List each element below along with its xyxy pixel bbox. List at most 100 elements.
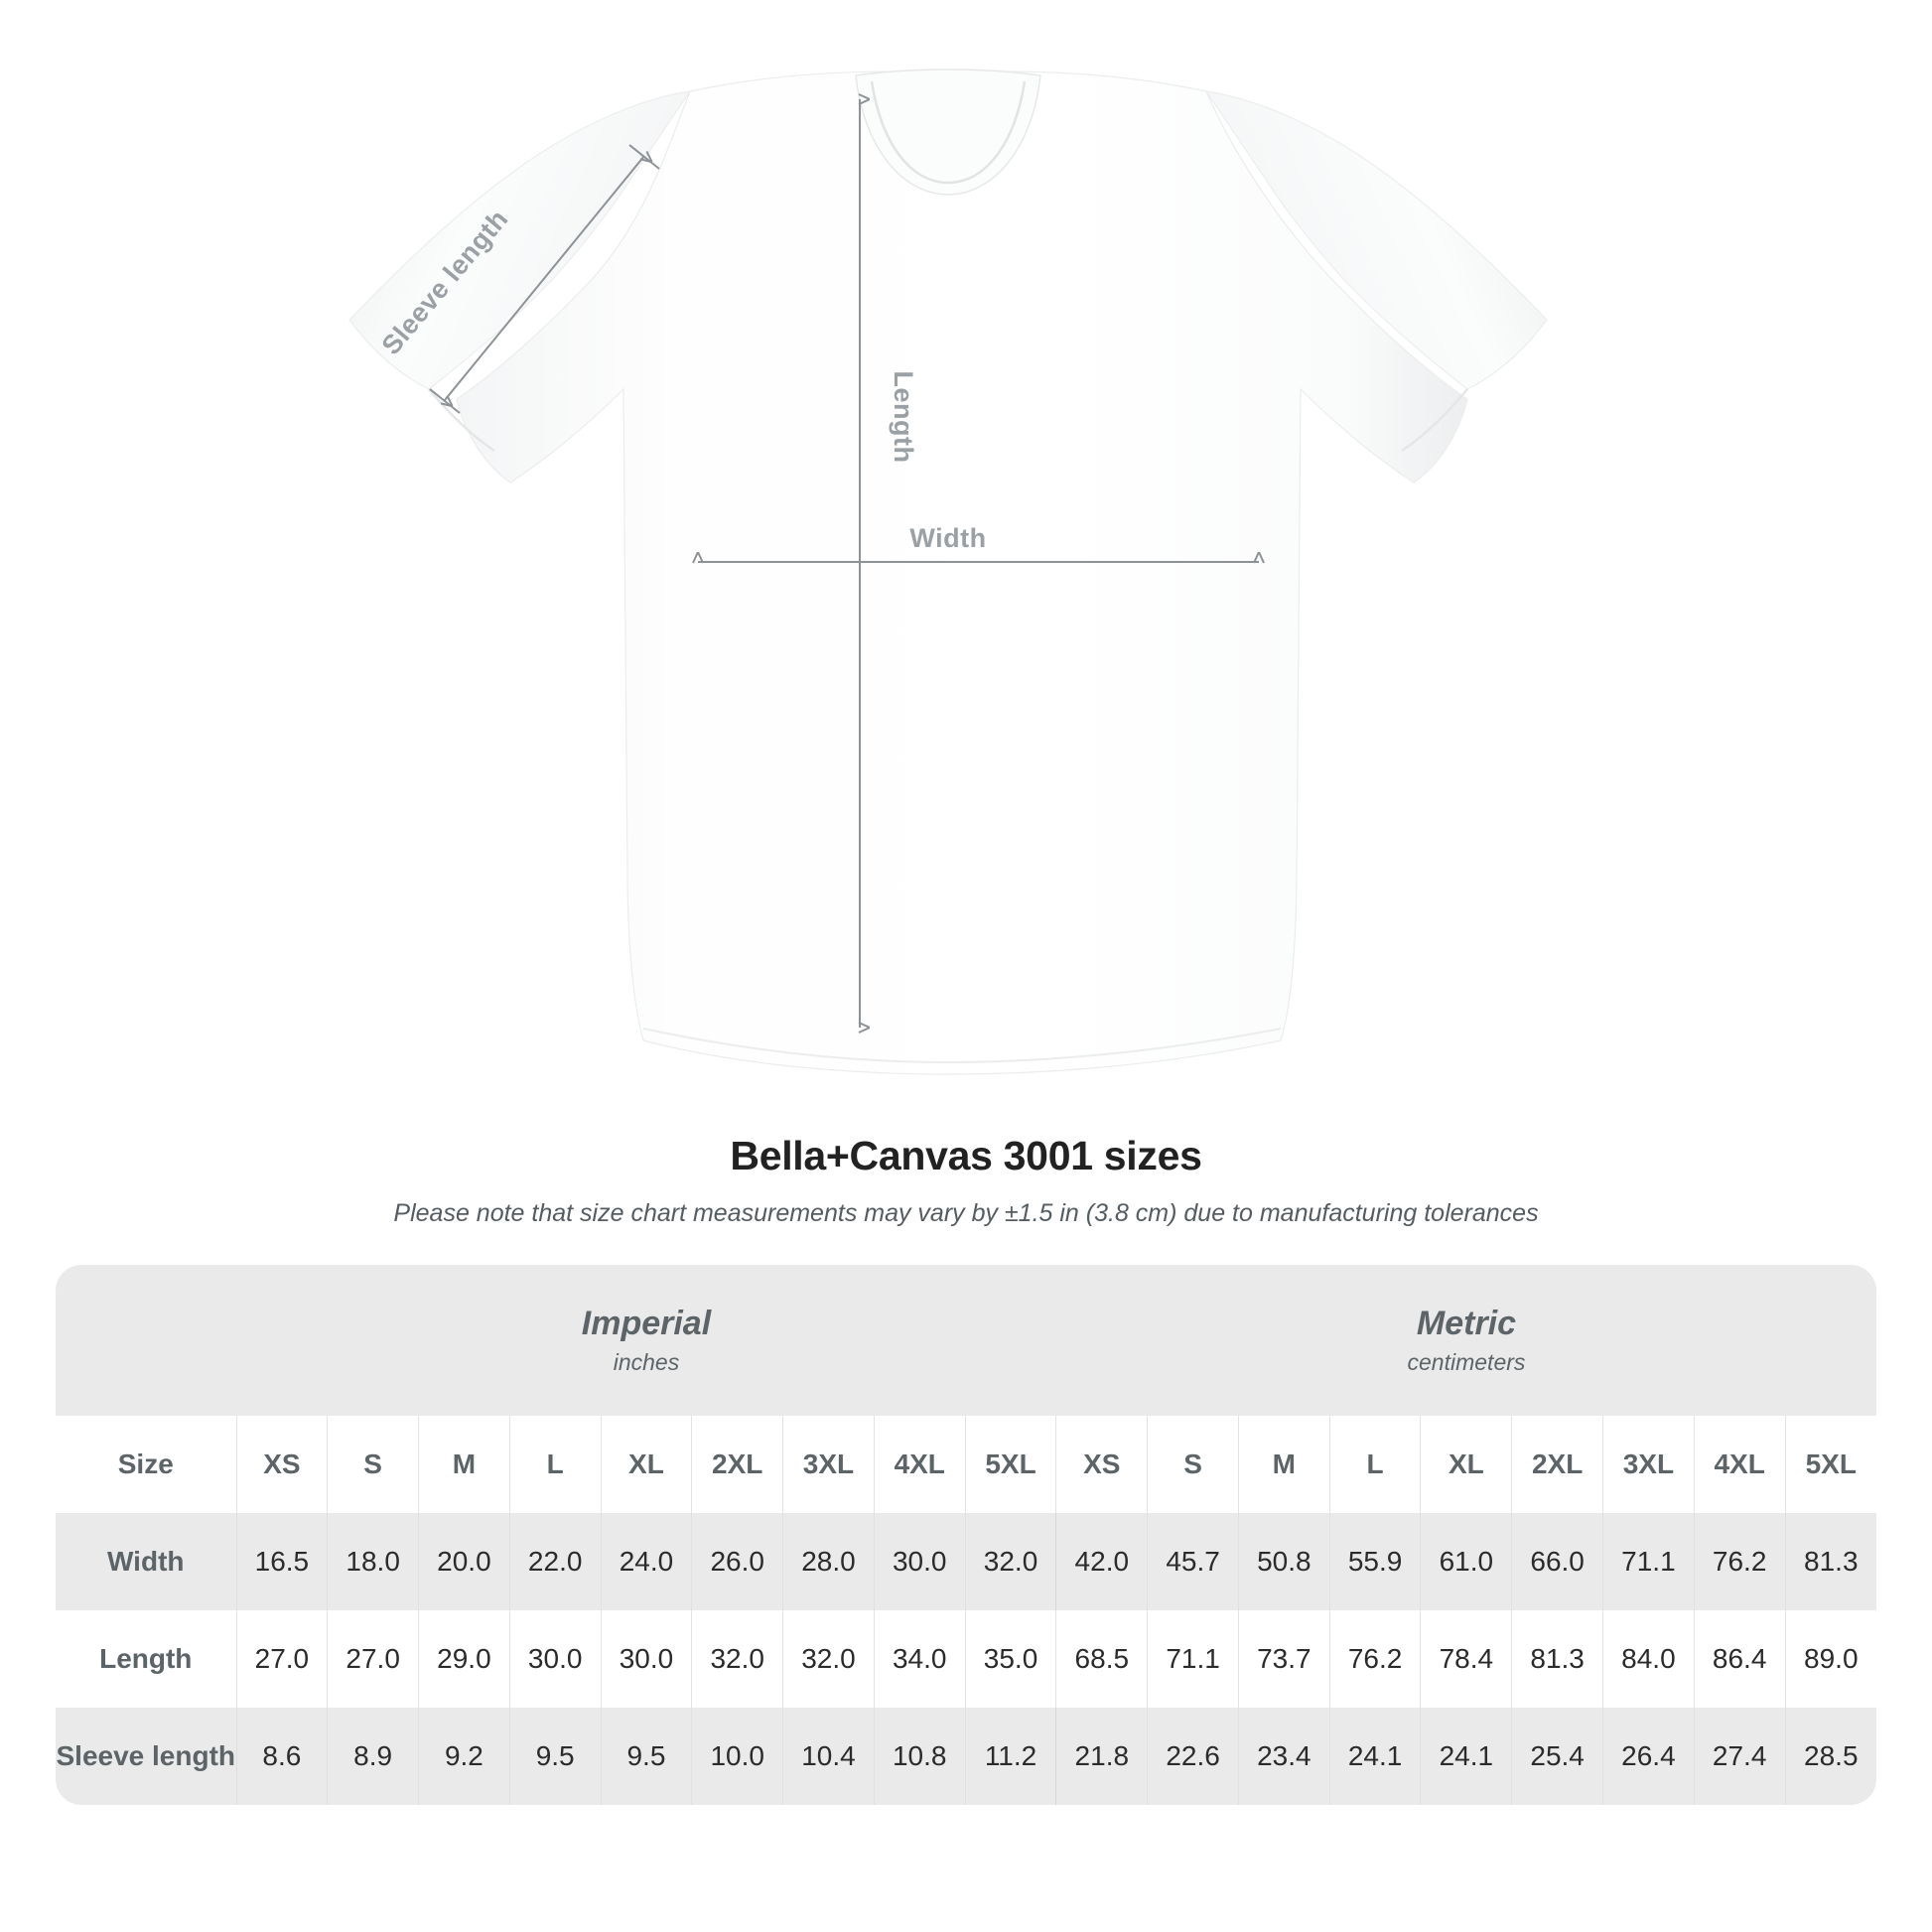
size-column-header: S xyxy=(1147,1416,1239,1513)
size-chart-table: Imperial inches Metric centimeters Size … xyxy=(56,1265,1876,1805)
size-column-header: XL xyxy=(600,1416,692,1513)
measurement-cell: 45.7 xyxy=(1147,1513,1239,1610)
size-column-header: 5XL xyxy=(964,1416,1056,1513)
measurement-cell: 27.0 xyxy=(327,1610,419,1708)
measurement-cell: 71.1 xyxy=(1147,1610,1239,1708)
measurement-cell: 66.0 xyxy=(1511,1513,1603,1610)
measurement-cell: 9.5 xyxy=(508,1708,602,1805)
unit-metric-title: Metric xyxy=(1416,1304,1517,1342)
unit-imperial-sub: inches xyxy=(613,1349,680,1376)
unit-imperial-title: Imperial xyxy=(581,1304,712,1342)
unit-metric-sub: centimeters xyxy=(1407,1349,1526,1376)
size-column-header: M xyxy=(1237,1416,1330,1513)
measurement-cell: 28.0 xyxy=(782,1513,875,1610)
size-column-header: 4XL xyxy=(873,1416,966,1513)
measurement-cell: 81.3 xyxy=(1511,1610,1603,1708)
measurement-cell: 32.0 xyxy=(782,1610,875,1708)
measurement-cell: 9.5 xyxy=(600,1708,692,1805)
measurement-cell: 68.5 xyxy=(1055,1610,1148,1708)
measurement-cell: 18.0 xyxy=(327,1513,419,1610)
tshirt-measurement-diagram: Sleeve length Length Width xyxy=(348,69,1548,1075)
measurement-cell: 76.2 xyxy=(1693,1513,1786,1610)
chart-heading: Bella+Canvas 3001 sizes Please note that… xyxy=(0,1132,1932,1228)
right-sleeve-hem xyxy=(1401,388,1468,453)
unit-band-spacer xyxy=(56,1265,236,1416)
size-column-header: XS xyxy=(1055,1416,1148,1513)
right-sleeve xyxy=(1204,90,1548,390)
measurement-cell: 24.1 xyxy=(1328,1708,1421,1805)
measurement-cell: 29.0 xyxy=(418,1610,510,1708)
measurement-cell: 32.0 xyxy=(691,1610,783,1708)
measurement-row-label: Length xyxy=(56,1610,236,1708)
size-column-header: XL xyxy=(1420,1416,1512,1513)
size-column-header: L xyxy=(508,1416,602,1513)
length-label: Length xyxy=(889,371,918,464)
unit-imperial-cell: Imperial inches xyxy=(236,1265,1056,1416)
measurement-cell: 42.0 xyxy=(1055,1513,1148,1610)
size-column-header: S xyxy=(327,1416,419,1513)
shirt-body xyxy=(456,70,1468,1075)
measurement-cell: 24.0 xyxy=(600,1513,692,1610)
unit-metric-cell: Metric centimeters xyxy=(1055,1265,1876,1416)
collar xyxy=(855,69,1041,196)
table-row: Sleeve length 8.6 8.9 9.2 9.5 9.5 10.0 10.4 10.8… xyxy=(56,1708,1876,1805)
size-header-row: Size XS S M L XL 2XL 3XL 4XL 5XL XS S M L XL 2XL 3XL 4XL… xyxy=(56,1416,1876,1513)
size-column-header: 5XL xyxy=(1784,1416,1876,1513)
size-column-header: M xyxy=(418,1416,510,1513)
measurement-cell: 76.2 xyxy=(1328,1610,1421,1708)
measurement-cell: 8.6 xyxy=(235,1708,328,1805)
measurement-cell: 25.4 xyxy=(1511,1708,1603,1805)
measurement-cell: 32.0 xyxy=(964,1513,1056,1610)
size-column-header: L xyxy=(1328,1416,1421,1513)
measurement-cell: 26.0 xyxy=(691,1513,783,1610)
measurement-cell: 23.4 xyxy=(1237,1708,1330,1805)
measurement-cell: 34.0 xyxy=(873,1610,966,1708)
page-title: Bella+Canvas 3001 sizes xyxy=(730,1133,1202,1178)
measurement-cell: 10.4 xyxy=(782,1708,875,1805)
collar-inner xyxy=(870,80,1027,185)
size-corner-label: Size xyxy=(56,1416,236,1513)
size-column-header: 2XL xyxy=(691,1416,783,1513)
measurement-cell: 50.8 xyxy=(1237,1513,1330,1610)
measurement-cell: 73.7 xyxy=(1237,1610,1330,1708)
measurement-cell: 8.9 xyxy=(327,1708,419,1805)
measurement-cell: 9.2 xyxy=(418,1708,510,1805)
measurement-cell: 61.0 xyxy=(1420,1513,1512,1610)
measurement-cell: 27.4 xyxy=(1693,1708,1786,1805)
measurement-row-label: Sleeve length xyxy=(56,1708,236,1805)
measurement-cell: 20.0 xyxy=(418,1513,510,1610)
measurement-cell: 78.4 xyxy=(1420,1610,1512,1708)
measurement-cell: 35.0 xyxy=(964,1610,1056,1708)
measurement-cell: 24.1 xyxy=(1420,1708,1512,1805)
size-column-header: 3XL xyxy=(782,1416,875,1513)
measurement-cell: 30.0 xyxy=(508,1610,602,1708)
width-label: Width xyxy=(909,523,986,553)
measurement-cell: 16.5 xyxy=(235,1513,328,1610)
measurement-cell: 89.0 xyxy=(1784,1610,1876,1708)
measurement-cell: 10.0 xyxy=(691,1708,783,1805)
width-dimension: Width xyxy=(698,523,1259,562)
measurement-cell: 55.9 xyxy=(1328,1513,1421,1610)
measurement-cell: 21.8 xyxy=(1055,1708,1148,1805)
measurement-cell: 84.0 xyxy=(1602,1610,1695,1708)
measurement-cell: 28.5 xyxy=(1784,1708,1876,1805)
measurement-cell: 30.0 xyxy=(873,1513,966,1610)
size-chart-table-container: Imperial inches Metric centimeters Size … xyxy=(56,1265,1876,1805)
size-column-header: 2XL xyxy=(1511,1416,1603,1513)
measurement-cell: 10.8 xyxy=(873,1708,966,1805)
length-dimension: Length xyxy=(860,99,918,1028)
table-row: Width 16.5 18.0 20.0 22.0 24.0 26.0 28.0 30.0 32.… xyxy=(56,1513,1876,1610)
size-column-header: XS xyxy=(235,1416,328,1513)
measurement-cell: 11.2 xyxy=(964,1708,1056,1805)
unit-band-row: Imperial inches Metric centimeters xyxy=(56,1265,1876,1416)
tshirt-shape xyxy=(348,69,1548,1075)
measurement-cell: 86.4 xyxy=(1693,1610,1786,1708)
left-sleeve-hem xyxy=(428,388,495,453)
tolerance-note: Please note that size chart measurements… xyxy=(393,1199,1539,1228)
size-column-header: 4XL xyxy=(1693,1416,1786,1513)
measurement-row-label: Width xyxy=(56,1513,236,1610)
tshirt-svg: Sleeve length Length Width xyxy=(348,69,1548,1075)
table-row: Length 27.0 27.0 29.0 30.0 30.0 32.0 32.0 34.0 35… xyxy=(56,1610,1876,1708)
measurement-cell: 22.0 xyxy=(508,1513,602,1610)
bottom-hem xyxy=(642,1028,1282,1064)
